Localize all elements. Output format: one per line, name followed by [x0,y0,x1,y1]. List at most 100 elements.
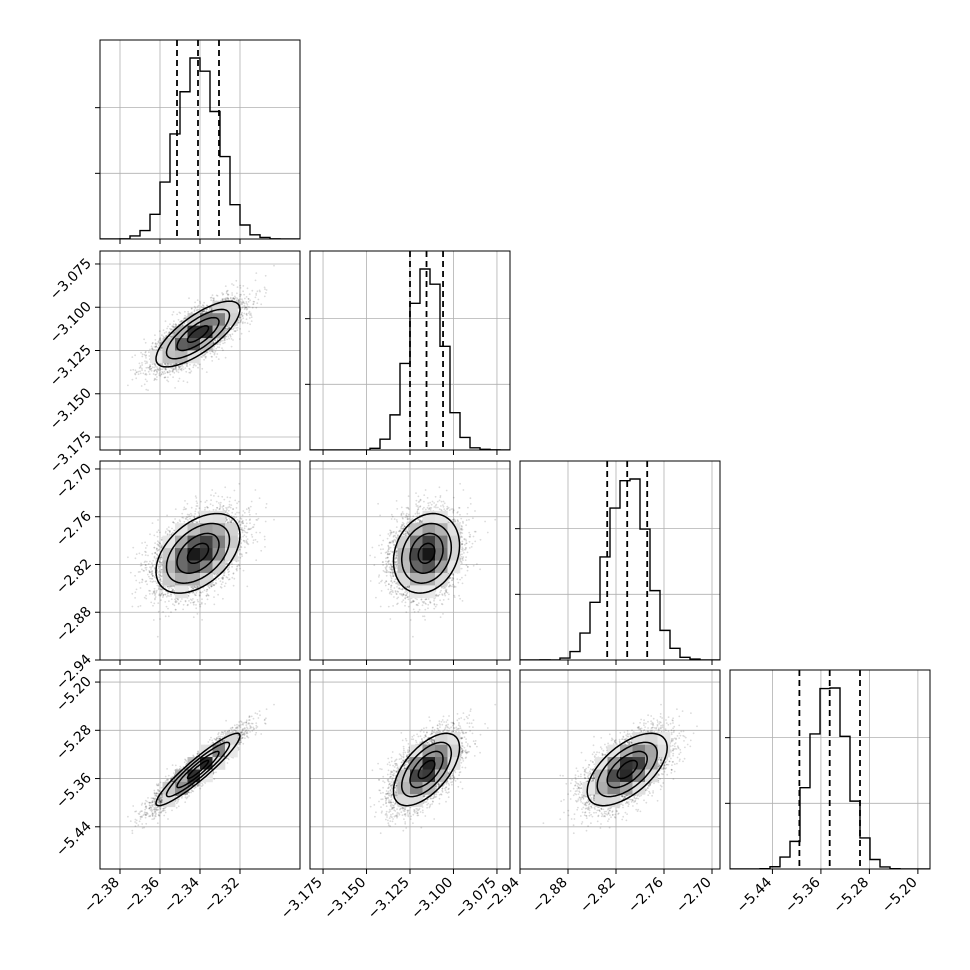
sample-point [168,331,171,334]
sample-point [172,331,175,334]
sample-point [167,380,170,383]
sample-point [195,309,198,312]
sample-point [179,321,181,323]
sample-point [245,296,248,298]
sample-point [169,370,172,373]
sample-point [164,367,167,370]
sample-point [171,370,174,373]
sample-point [226,289,229,292]
sample-point [243,304,246,307]
sample-point [161,371,164,373]
sample-point [182,380,185,382]
sample-point [264,288,266,290]
sample-point [231,333,234,336]
sample-point [227,327,230,329]
sample-point [241,300,244,302]
sample-point [157,368,160,371]
sample-point [129,369,132,371]
sample-point [229,334,232,337]
sample-point [190,307,193,310]
sample-point [178,366,181,368]
sample-point [226,294,229,296]
sample-point [171,325,174,328]
sample-point [234,330,237,332]
sample-point [211,309,213,311]
sample-point [231,283,233,285]
sample-point [139,366,142,369]
sample-point [174,367,177,369]
sample-point [160,373,163,376]
sample-point [226,325,229,328]
sample-point [144,378,147,381]
sample-point [149,365,151,368]
sample-point [231,292,234,294]
sample-point [227,297,230,300]
sample-point [211,350,214,353]
sample-point [249,313,251,316]
sample-point [157,340,160,343]
sample-point [151,347,154,349]
sample-point [203,310,206,312]
sample-point [173,371,176,374]
sample-point [154,373,157,376]
sample-point [166,364,169,367]
sample-point [237,298,240,301]
sample-point [242,321,244,324]
sample-point [235,299,238,302]
sample-point [201,354,204,357]
sample-point [256,290,259,293]
sample-point [228,325,230,328]
sample-point [202,309,205,312]
sample-point [221,298,224,300]
sample-point [164,372,167,375]
sample-point [237,301,240,304]
sample-point [212,348,215,351]
sample-point [181,319,183,322]
sample-point [145,357,147,359]
sample-point [168,331,171,334]
sample-point [142,372,145,375]
sample-point [242,290,245,293]
sample-point [255,292,258,295]
sample-point [153,377,156,380]
sample-point [135,371,138,374]
sample-point [202,355,205,357]
sample-point [204,353,207,356]
sample-point [164,376,167,379]
sample-point [202,310,204,313]
sample-point [138,362,141,365]
sample-point [254,296,257,299]
sample-point [214,350,217,353]
sample-point [174,387,177,389]
sample-point [171,328,174,331]
sample-point [263,286,266,289]
sample-point [264,274,267,277]
sample-point [239,293,242,296]
sample-point [141,353,144,356]
sample-point [151,348,153,350]
sample-point [257,298,260,301]
sample-point [241,298,243,301]
sample-point [148,351,150,354]
sample-point [203,354,206,356]
sample-point [212,297,214,300]
sample-point [163,370,166,373]
sample-point [166,371,169,373]
sample-point [162,329,165,332]
sample-point [221,292,224,294]
sample-point [245,308,248,311]
sample-point [247,305,250,308]
sample-point [160,346,163,349]
sample-point [140,385,143,387]
sample-point [188,368,191,371]
sample-point [166,370,169,373]
sample-point [202,310,204,313]
sample-point [247,298,250,300]
sample-point [223,338,226,340]
sample-point [227,293,229,296]
sample-point [221,339,224,342]
sample-point [225,335,227,338]
sample-point [245,318,248,321]
sample-point [203,358,206,361]
sample-point [238,302,241,304]
